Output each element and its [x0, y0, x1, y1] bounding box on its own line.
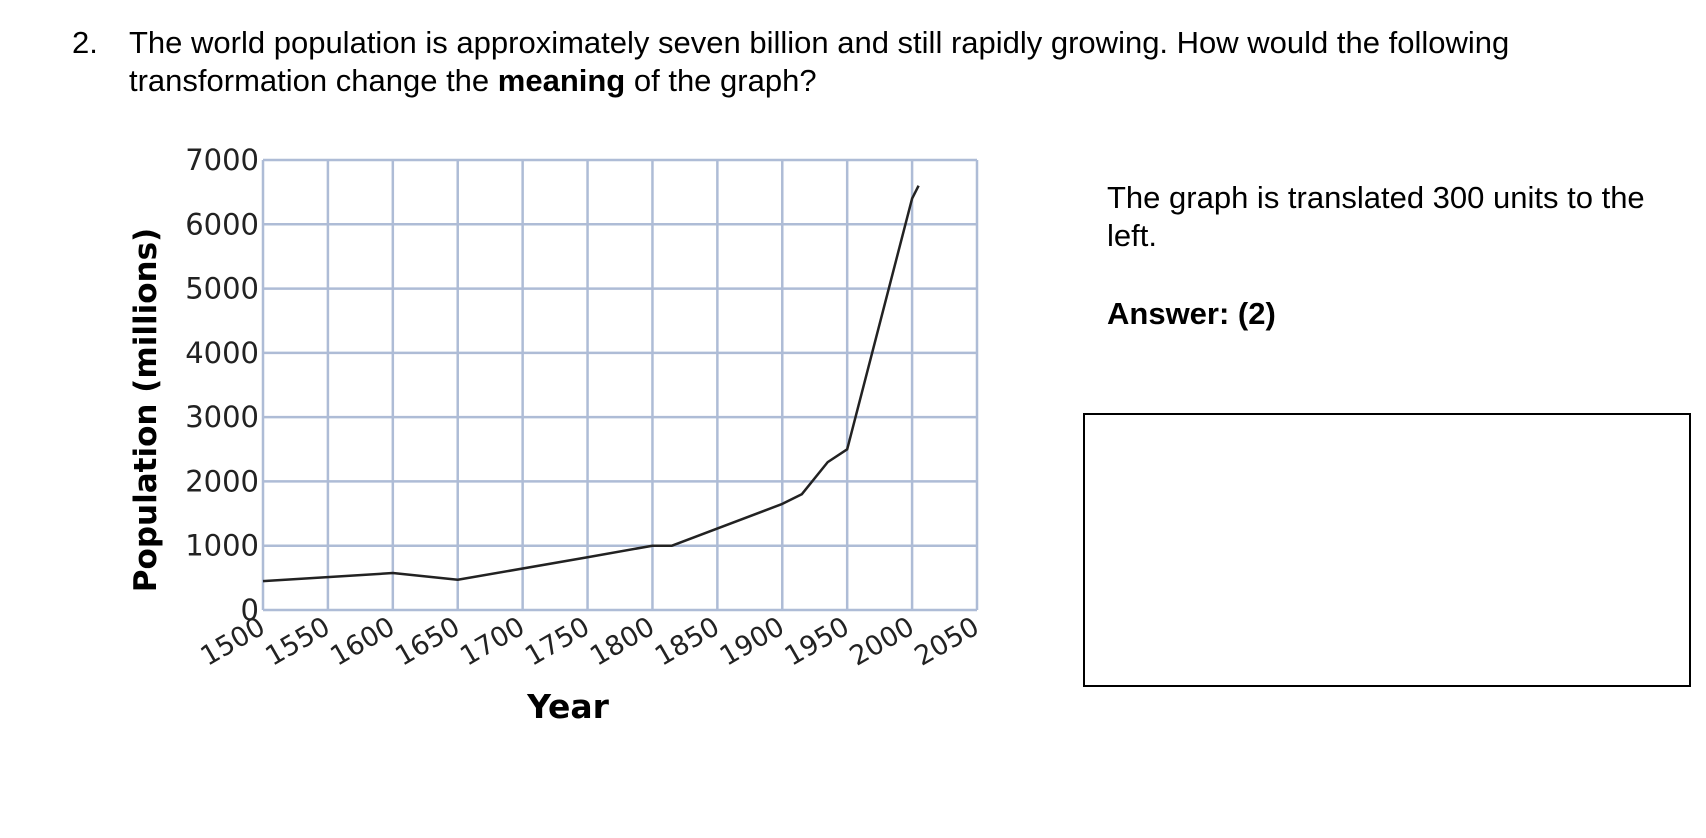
x-tick-1550: 1550 [260, 611, 335, 672]
y-tick-2000: 2000 [185, 464, 259, 498]
series-line-0 [262, 185, 920, 583]
y-tick-labels: 0 1000 2000 3000 4000 5000 6000 7000 [185, 143, 259, 627]
question-text: The world population is approximately se… [129, 24, 1609, 100]
question-text-emphasis: meaning [497, 63, 626, 98]
population-chart: 1500155016001650170017501800185019001950… [128, 143, 985, 726]
chart-series [262, 185, 920, 583]
y-tick-3000: 3000 [185, 400, 259, 434]
y-tick-4000: 4000 [185, 336, 259, 370]
x-axis-label: Year [526, 687, 610, 726]
question-number: 2. [72, 25, 98, 60]
answer-box[interactable] [1083, 413, 1691, 687]
y-tick-0: 0 [241, 593, 259, 627]
x-tick-1750: 1750 [520, 611, 595, 672]
chart-grid [261, 158, 979, 612]
y-tick-5000: 5000 [185, 272, 259, 306]
x-tick-1850: 1850 [650, 611, 725, 672]
x-tick-1950: 1950 [780, 611, 855, 672]
answer-label: Answer: (2) [1107, 296, 1276, 331]
x-tick-1900: 1900 [715, 611, 790, 672]
y-tick-7000: 7000 [185, 143, 259, 177]
x-tick-labels: 1500155016001650170017501800185019001950… [195, 611, 984, 672]
question-text-start: The world population is approximately se… [129, 25, 1510, 98]
x-tick-1500: 1500 [195, 611, 270, 672]
x-tick-1700: 1700 [455, 611, 530, 672]
x-tick-1800: 1800 [585, 611, 660, 672]
y-tick-6000: 6000 [185, 207, 259, 241]
x-tick-2000: 2000 [845, 611, 920, 672]
x-tick-2050: 2050 [909, 611, 984, 672]
y-axis-label: Population (millions) [128, 228, 164, 592]
question-text-end: of the graph? [625, 63, 817, 98]
x-tick-1650: 1650 [390, 611, 465, 672]
transformation-prompt: The graph is translated 300 units to the… [1107, 180, 1645, 253]
x-tick-1600: 1600 [325, 611, 400, 672]
y-tick-1000: 1000 [185, 529, 259, 563]
